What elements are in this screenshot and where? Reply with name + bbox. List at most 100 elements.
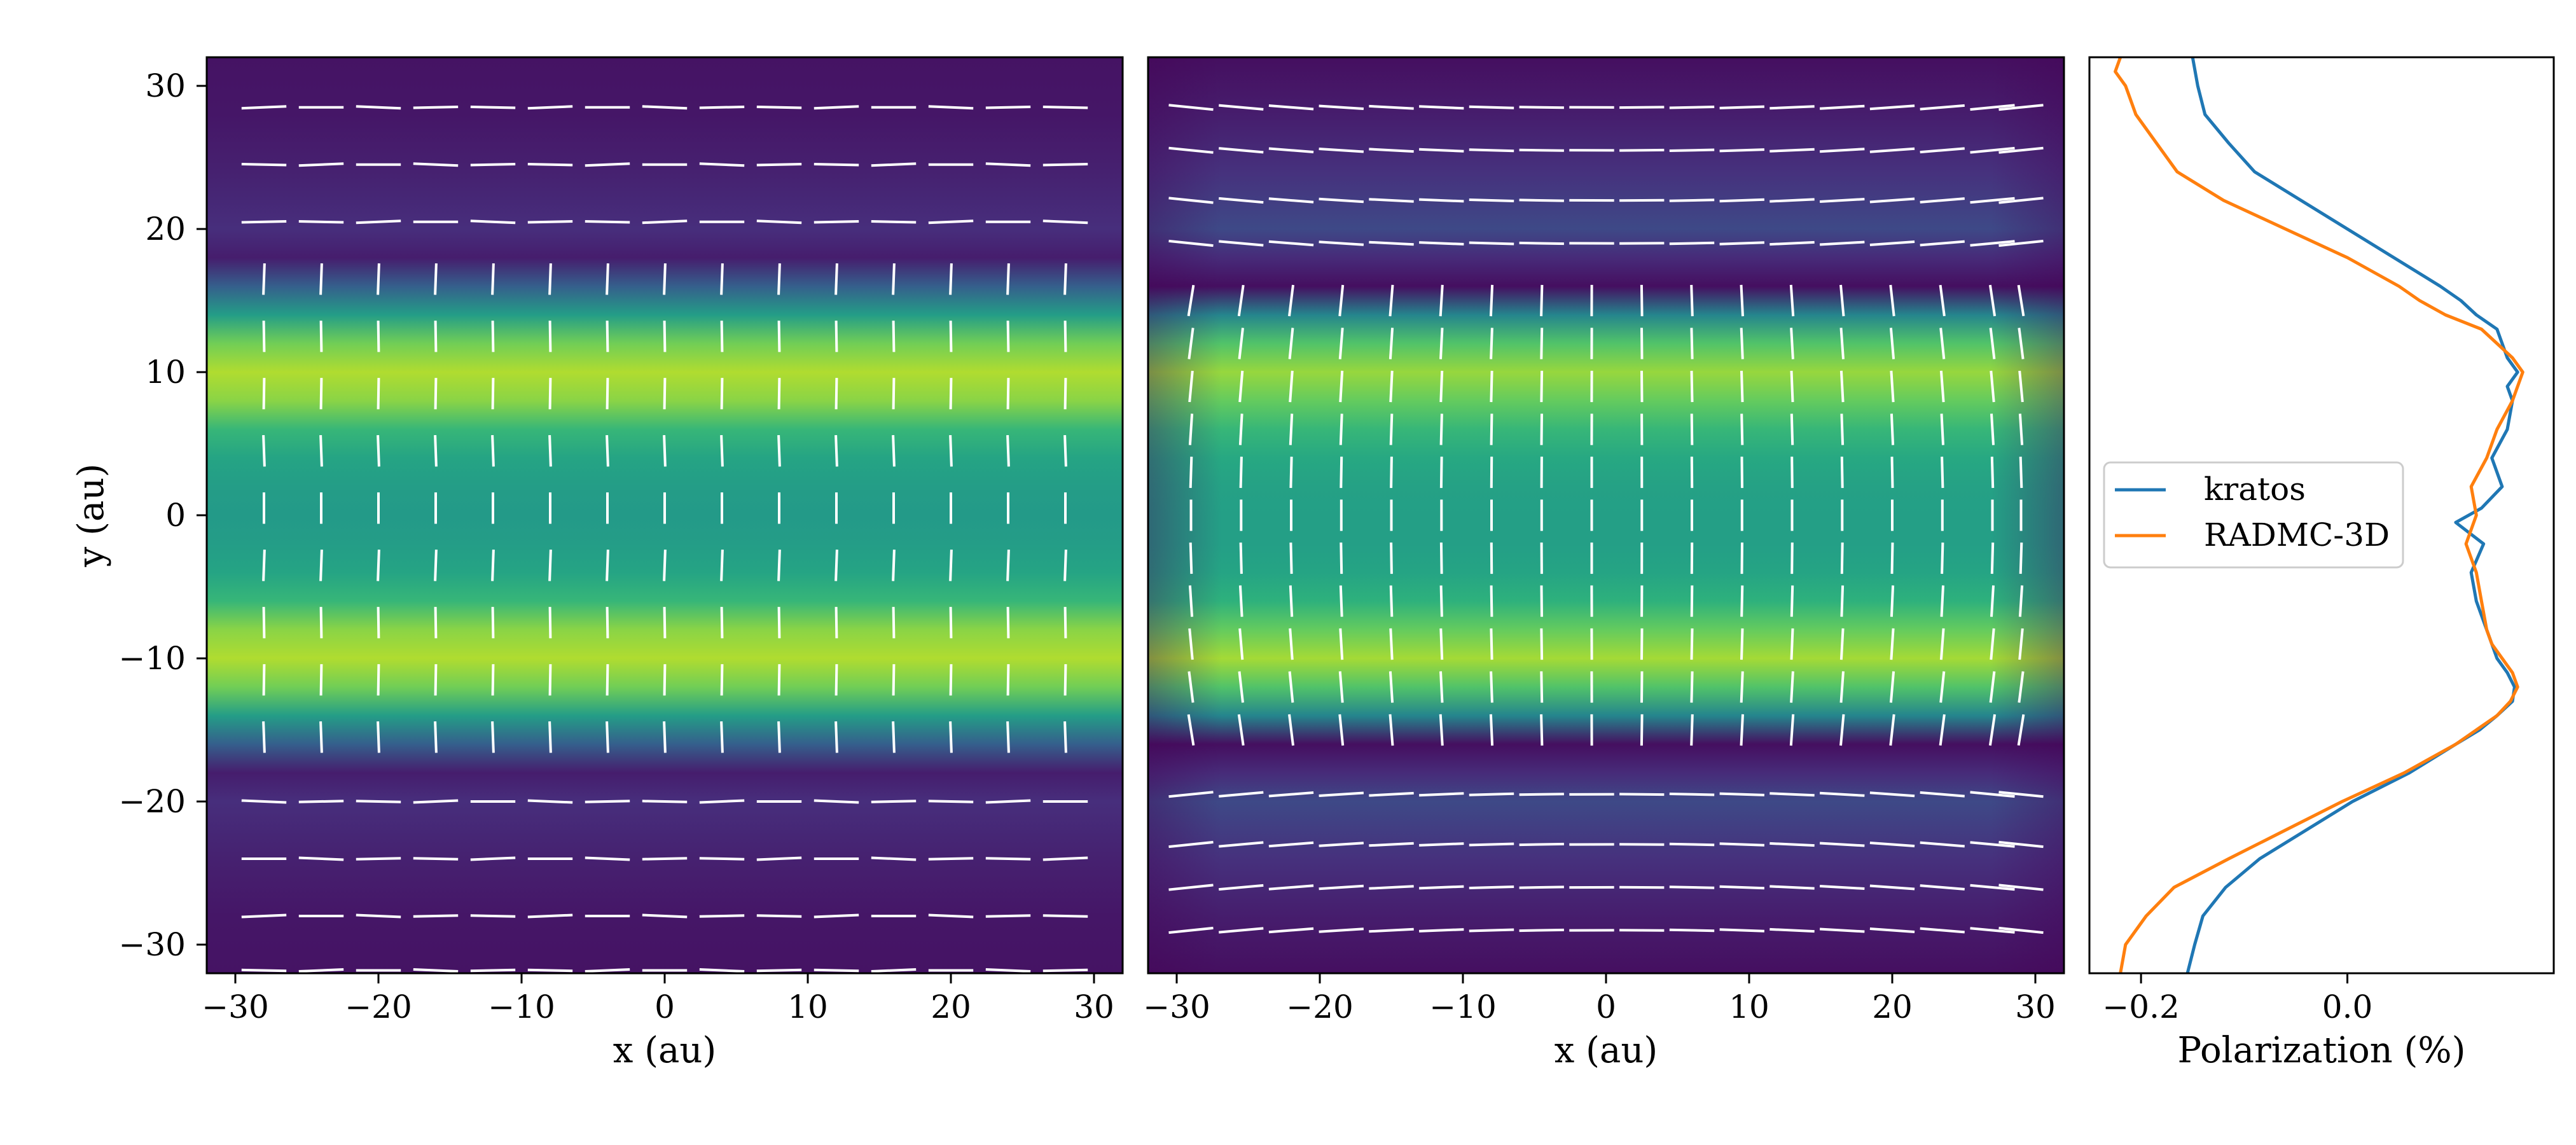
polarization-vector (527, 968, 573, 973)
polarization-vector (527, 913, 573, 919)
polarization-vector (1970, 104, 2015, 111)
polarization-vector (1998, 926, 2044, 934)
polarization-vector (642, 857, 688, 861)
left-y-tick-label: −10 (118, 640, 186, 677)
polarization-vector (1998, 146, 2044, 154)
polarization-vector (663, 721, 667, 753)
polarization-vector (1219, 841, 1264, 848)
polarization-vector (241, 968, 287, 973)
polarization-vector (1690, 413, 1694, 445)
polarization-vector (1519, 106, 1564, 109)
polarization-vector (1840, 585, 1845, 617)
polarization-vector (1006, 721, 1010, 753)
polarization-vector (720, 550, 724, 581)
polarization-vector (527, 220, 573, 224)
polarization-vector (756, 219, 802, 225)
polarization-vector (1839, 328, 1845, 359)
polarization-vector (1289, 585, 1294, 617)
polarization-vector (377, 721, 380, 753)
polarization-vector (1540, 628, 1544, 660)
polarization-vector (585, 162, 630, 167)
polarization-vector (377, 607, 380, 639)
polarization-vector (777, 321, 781, 352)
polarization-vector (356, 105, 401, 110)
left-x-tick-label: −20 (345, 989, 412, 1025)
polarization-vector (834, 321, 838, 352)
polarization-vector (1219, 927, 1264, 934)
left-x-tick-label: −10 (488, 989, 555, 1025)
polarization-vector (1268, 147, 1314, 153)
polarization-vector (1839, 284, 1845, 317)
polarization-vector (548, 607, 552, 639)
polarization-vector (1319, 842, 1364, 847)
polarization-vector (1187, 714, 1195, 746)
polarization-vector (1042, 968, 1088, 973)
polarization-vector (1289, 628, 1294, 660)
polarization-vector (1920, 147, 1965, 154)
polarization-vector (1970, 146, 2015, 154)
polarization-vector (949, 378, 953, 410)
polarization-vector (1288, 714, 1294, 746)
polarization-vector (699, 968, 745, 973)
polarization-vector (470, 163, 516, 167)
polarization-vector (1789, 284, 1795, 317)
polarization-vector (699, 914, 745, 918)
polarization-vector (720, 263, 724, 295)
polarization-vector (606, 263, 609, 295)
polarization-vector (1439, 328, 1444, 359)
polarization-vector (491, 435, 495, 467)
polarization-vector (720, 378, 724, 410)
polarization-vector (871, 968, 917, 973)
polarization-vector (1939, 671, 1946, 703)
polarization-vector (1439, 671, 1444, 703)
polarization-vector (413, 799, 459, 804)
polarization-vector (262, 435, 266, 467)
polarization-vector (1690, 714, 1694, 746)
polarization-vector (1669, 241, 1715, 246)
polarization-vector (1990, 413, 1995, 445)
polarization-vector (377, 321, 380, 352)
polarization-vector (1988, 284, 1997, 317)
polarization-vector (1369, 885, 1414, 890)
polarization-vector (319, 263, 323, 295)
polarization-vector (1369, 198, 1414, 203)
polarization-vector (1388, 328, 1394, 359)
polarization-vector (262, 378, 266, 410)
polarization-vector (434, 435, 438, 467)
profile-x-tick-label: 0.0 (2322, 989, 2373, 1025)
polarization-vector (1188, 585, 1194, 617)
polarization-vector (2017, 284, 2025, 317)
polarization-vector (1419, 105, 1464, 110)
polarization-vector (1939, 328, 1946, 359)
polarization-vector (606, 550, 609, 581)
polarization-vector (1819, 842, 1865, 847)
polarization-vector (777, 435, 781, 467)
polarization-vector (1819, 198, 1865, 203)
polarization-vector (491, 378, 495, 410)
polarization-vector (834, 378, 838, 410)
polarization-vector (1939, 628, 1945, 660)
polarization-vector (949, 550, 953, 581)
polarization-vector (1540, 671, 1544, 703)
polarization-vector (1869, 927, 1915, 933)
polarization-vector (377, 435, 380, 467)
polarization-vector (1389, 370, 1394, 403)
polarization-vector (814, 163, 859, 167)
polarization-vector (720, 607, 724, 639)
polarization-vector (319, 435, 323, 467)
polarization-vector (548, 435, 552, 467)
middle-polarization-vectors (1168, 104, 2044, 934)
polarization-vector (1288, 671, 1294, 703)
left-y-tick-label: 10 (145, 354, 186, 391)
polarization-vector (1490, 671, 1493, 703)
polarization-vector (949, 321, 953, 352)
polarization-vector (356, 219, 401, 225)
polarization-vector (548, 263, 552, 295)
polarization-vector (699, 857, 745, 861)
polarization-vector (1168, 239, 1214, 247)
polarization-vector (834, 607, 838, 639)
polarization-vector (1006, 550, 1010, 581)
polarization-vector (262, 263, 266, 295)
polarization-vector (720, 664, 724, 696)
polarization-vector (548, 378, 552, 410)
